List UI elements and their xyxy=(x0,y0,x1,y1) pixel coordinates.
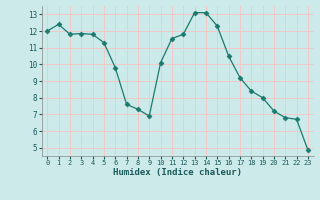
X-axis label: Humidex (Indice chaleur): Humidex (Indice chaleur) xyxy=(113,168,242,177)
